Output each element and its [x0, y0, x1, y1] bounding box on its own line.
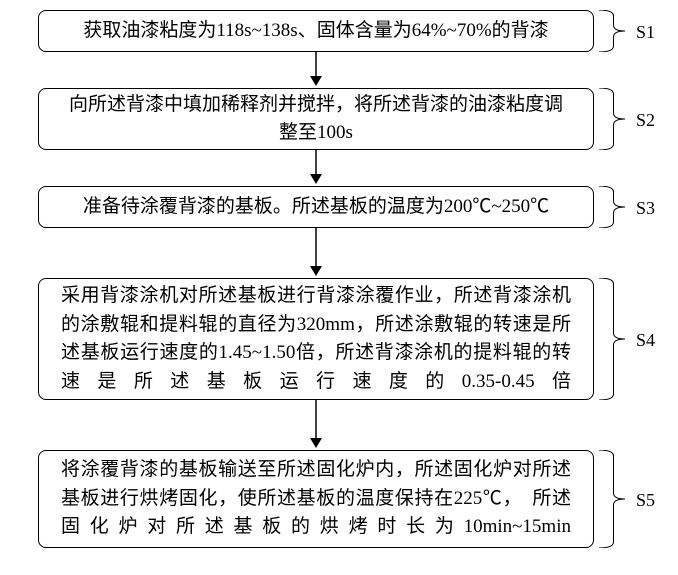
- step-curly: [597, 278, 627, 400]
- flow-arrow: [304, 228, 328, 278]
- step-label-s5: S5: [636, 490, 655, 511]
- step-curly: [597, 10, 627, 52]
- flow-arrow: [304, 52, 328, 88]
- step-box-s2: 向所述背漆中填加稀释剂并搅拌，将所述背漆的油漆粘度调整至100s: [38, 88, 594, 150]
- step-curly: [597, 88, 627, 150]
- step-curly: [597, 450, 627, 548]
- flowchart-canvas: 获取油漆粘度为118s~138s、固体含量为64%~70%的背漆 S1 向所述背漆中…: [0, 0, 678, 575]
- step-text: 准备待涂覆背漆的基板。所述基板的温度为200℃~250℃: [39, 187, 593, 228]
- step-text: 采用背漆涂机对所述基板进行背漆涂覆作业，所述背漆涂机的涂敷辊和提料辊的直径为32…: [39, 276, 593, 402]
- step-text: 将涂覆背漆的基板输送至所述固化炉内，所述固化炉对所述基板进行烘烤固化，使所述基板…: [39, 450, 593, 548]
- step-box-s4: 采用背漆涂机对所述基板进行背漆涂覆作业，所述背漆涂机的涂敷辊和提料辊的直径为32…: [38, 278, 594, 400]
- step-text: 向所述背漆中填加稀释剂并搅拌，将所述背漆的油漆粘度调整至100s: [39, 85, 593, 154]
- step-label-s2: S2: [636, 110, 655, 131]
- step-label-s1: S1: [636, 22, 655, 43]
- step-curly: [597, 186, 627, 228]
- flow-arrow: [304, 150, 328, 186]
- step-text: 获取油漆粘度为118s~138s、固体含量为64%~70%的背漆: [39, 11, 593, 52]
- step-box-s5: 将涂覆背漆的基板输送至所述固化炉内，所述固化炉对所述基板进行烘烤固化，使所述基板…: [38, 450, 594, 548]
- step-label-s3: S3: [636, 198, 655, 219]
- step-box-s1: 获取油漆粘度为118s~138s、固体含量为64%~70%的背漆: [38, 10, 594, 52]
- flow-arrow: [304, 400, 328, 450]
- step-label-s4: S4: [636, 330, 655, 351]
- step-box-s3: 准备待涂覆背漆的基板。所述基板的温度为200℃~250℃: [38, 186, 594, 228]
